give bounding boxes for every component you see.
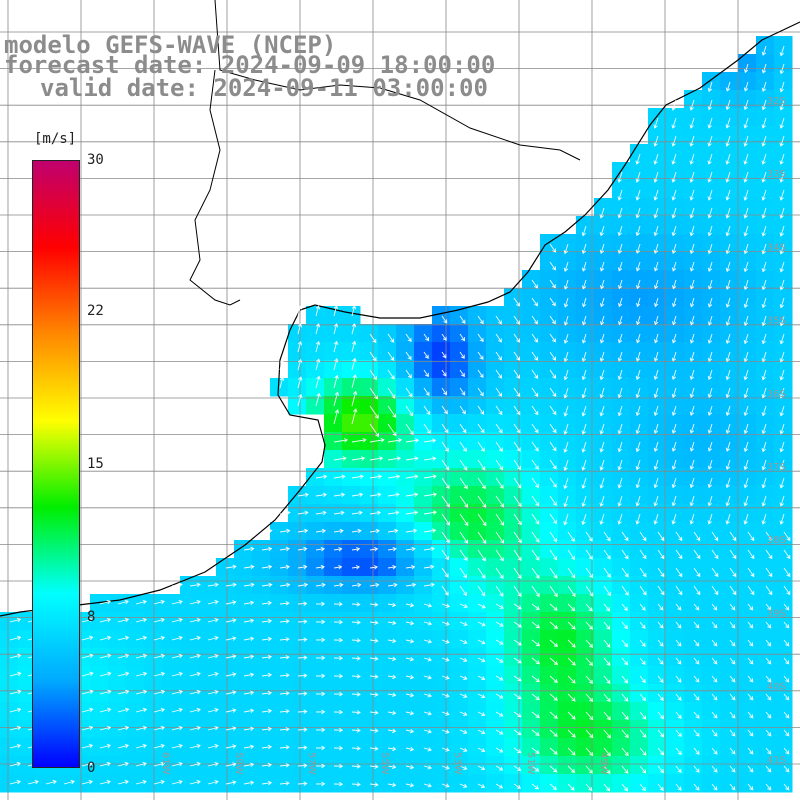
model-title: modelo GEFS-WAVE (NCEP): [4, 31, 337, 59]
lon-label-49w: 49W: [598, 752, 609, 775]
lat-label-38s: 38S: [767, 535, 786, 546]
lat-label-35s: 35S: [767, 316, 786, 327]
colorbar-unit: [m/s]: [34, 131, 77, 147]
lon-label-51w: 51W: [525, 752, 536, 775]
lat-label-34s: 34S: [767, 242, 786, 253]
lon-label-59w: 59W: [233, 752, 244, 775]
colorbar: [32, 160, 80, 768]
lat-label-37s: 37S: [767, 462, 786, 473]
lat-label-36s: 36S: [767, 389, 786, 400]
lat-label-32s: 32S: [767, 96, 786, 107]
lat-label-39s: 39S: [767, 608, 786, 619]
lon-label-57w: 57W: [306, 752, 317, 775]
colorbar-tick-30: 30: [87, 152, 104, 168]
lat-label-41s: 41S: [767, 755, 786, 766]
colorbar-tick-8: 8: [87, 609, 96, 625]
forecast-date: forecast date: 2024-09-09 18:00:00: [4, 51, 496, 79]
lon-label-53w: 53W: [452, 752, 463, 775]
colorbar-tick-15: 15: [87, 456, 104, 472]
lon-label-55w: 55W: [379, 752, 390, 775]
colorbar-tick-0: 0: [87, 760, 96, 776]
latitude-labels: 32S 33S 34S 35S 36S 37S 38S 39S 40S 41S: [767, 96, 786, 766]
lat-label-33s: 33S: [767, 169, 786, 180]
colorbar-tick-22: 22: [87, 303, 104, 319]
wind-vectors: [9, 45, 791, 792]
valid-date: valid date: 2024-09-11 03:00:00: [40, 74, 488, 102]
lon-label-61w: 61W: [160, 752, 171, 775]
longitude-labels: 61W 59W 57W 55W 53W 51W 49W: [160, 752, 609, 775]
lat-label-40s: 40S: [767, 682, 786, 693]
wind-speed-field: [0, 36, 793, 793]
coastline: [0, 0, 800, 617]
